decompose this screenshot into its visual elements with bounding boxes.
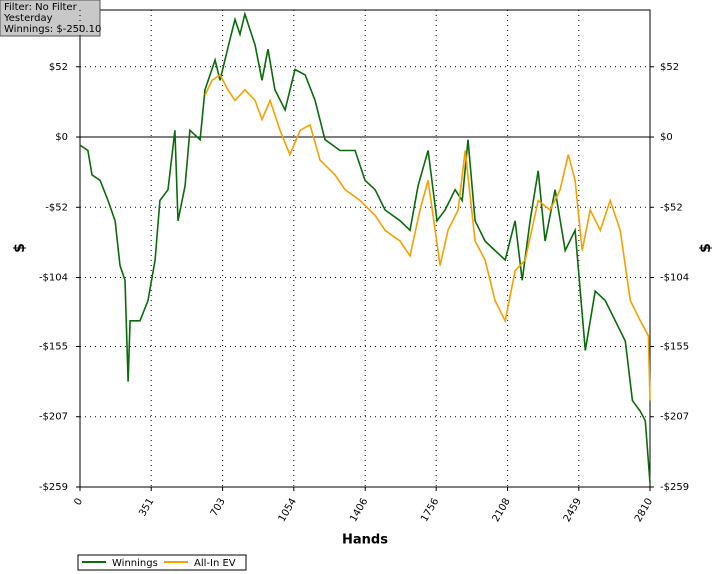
y-tick-label: -$104 (39, 273, 68, 284)
y-tick-label-right: -$207 (660, 412, 689, 423)
info-line: Filter: No Filter (4, 2, 78, 13)
x-tick-label: 0 (72, 497, 85, 508)
x-tick-label: 1756 (419, 497, 441, 525)
x-tick-label: 351 (137, 497, 156, 519)
y-axis-label-right: $ (698, 243, 714, 253)
y-tick-label-right: -$259 (660, 482, 689, 493)
y-tick-label: $0 (55, 132, 68, 143)
y-axis-label: $ (12, 243, 28, 253)
series-line (204, 73, 651, 401)
y-tick-label: -$207 (39, 412, 68, 423)
legend-label: Winnings (112, 558, 158, 569)
y-tick-label: $52 (49, 62, 68, 73)
x-tick-label: 703 (209, 497, 228, 519)
x-tick-label: 1054 (277, 497, 299, 525)
y-tick-label-right: -$52 (660, 202, 683, 213)
y-tick-label: -$259 (39, 482, 68, 493)
x-axis-label: Hands (342, 533, 388, 548)
info-line: Winnings: $-250.10 (4, 24, 101, 35)
plot-area (79, 9, 651, 488)
x-tick-label: 2108 (491, 497, 513, 525)
y-tick-label-right: -$155 (660, 341, 689, 352)
info-box-bg (0, 0, 101, 37)
x-tick-label: 1406 (348, 497, 370, 525)
x-tick-label: 2459 (562, 497, 584, 525)
legend-label: All-In EV (194, 558, 236, 569)
legend (77, 554, 247, 571)
y-tick-label-right: $0 (660, 132, 673, 143)
y-tick-label: -$155 (39, 341, 68, 352)
y-tick-label-right: $52 (660, 62, 679, 73)
x-tick-label: 2810 (633, 497, 655, 525)
info-line: Yesterday (3, 13, 53, 24)
y-tick-label: -$52 (45, 202, 68, 213)
y-tick-label-right: -$104 (660, 273, 689, 284)
series-line (79, 11, 651, 483)
info-box: Filter: No Filter Yesterday Winnings: $-… (0, 0, 101, 37)
